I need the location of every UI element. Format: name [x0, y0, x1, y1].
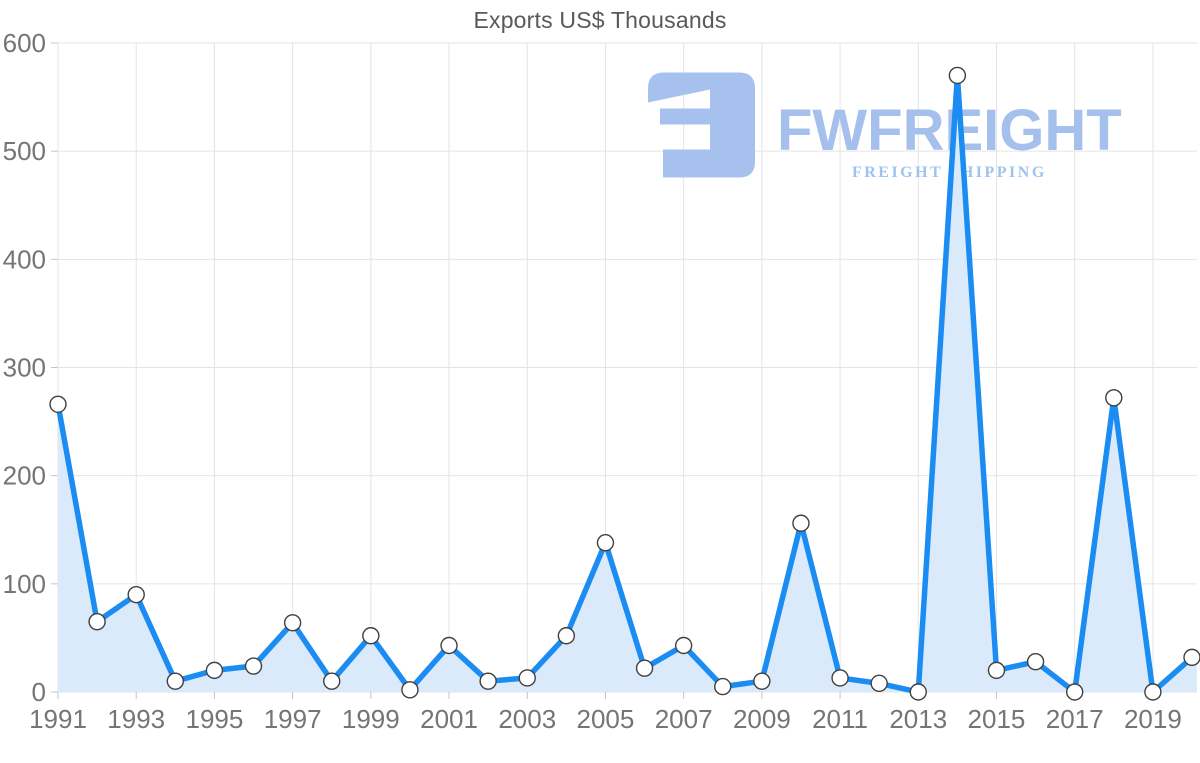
chart-title: Exports US$ Thousands: [473, 7, 727, 33]
data-point[interactable]: [1026, 653, 1045, 671]
x-axis-label: 2009: [733, 704, 791, 734]
data-point[interactable]: [557, 627, 576, 645]
y-axis-label: 200: [3, 461, 46, 491]
x-axis-label: 2007: [655, 704, 713, 734]
data-point[interactable]: [88, 612, 106, 631]
x-axis-label: 2017: [1046, 704, 1104, 734]
watermark-text-block: FWFREIGHT FREIGHT SHIPPING: [777, 68, 1122, 182]
data-point[interactable]: [596, 534, 615, 552]
data-point[interactable]: [909, 683, 927, 701]
x-axis-label: 2003: [498, 704, 556, 734]
data-point[interactable]: [479, 672, 497, 690]
data-point[interactable]: [753, 672, 771, 690]
x-axis-label: 2015: [968, 704, 1026, 734]
data-point[interactable]: [870, 674, 888, 693]
data-point[interactable]: [1144, 683, 1162, 701]
x-axis-label: 2019: [1124, 704, 1182, 734]
y-axis-label: 100: [3, 569, 46, 599]
data-point[interactable]: [1065, 683, 1084, 701]
x-axis-label: 2001: [420, 704, 478, 734]
y-axis-label: 0: [32, 677, 46, 707]
data-point[interactable]: [49, 395, 67, 413]
fwfreight-watermark: FWFREIGHT FREIGHT SHIPPING: [648, 68, 1122, 182]
data-point[interactable]: [987, 661, 1006, 680]
data-point[interactable]: [283, 614, 302, 632]
data-point[interactable]: [440, 636, 458, 655]
watermark-brand-text: FWFREIGHT: [777, 98, 1122, 163]
x-axis-label: 2005: [577, 704, 635, 734]
x-axis-label: 2011: [812, 704, 868, 734]
x-axis-label: 1991: [29, 704, 87, 734]
x-axis-label: 1997: [264, 704, 322, 734]
data-point[interactable]: [127, 585, 145, 604]
data-point[interactable]: [792, 514, 810, 532]
fwfreight-logo-glyph: [648, 72, 755, 178]
y-axis-label: 400: [3, 244, 46, 274]
data-point[interactable]: [831, 669, 849, 687]
data-point[interactable]: [635, 659, 654, 677]
x-axis-label: 1995: [185, 704, 243, 734]
data-point[interactable]: [166, 672, 185, 690]
data-point[interactable]: [674, 636, 693, 655]
data-point[interactable]: [362, 627, 380, 645]
data-point[interactable]: [518, 669, 536, 687]
x-axis-label: 2013: [889, 704, 947, 734]
x-axis-label: 1999: [342, 704, 400, 734]
watermark-tagline-text: FREIGHT SHIPPING: [851, 164, 1047, 181]
data-point[interactable]: [1183, 648, 1200, 667]
y-axis-label: 300: [3, 353, 46, 383]
y-axis-label: 500: [3, 136, 46, 166]
data-point[interactable]: [1105, 389, 1123, 407]
data-point[interactable]: [205, 661, 224, 680]
data-point[interactable]: [244, 657, 263, 675]
data-point[interactable]: [714, 677, 732, 696]
x-axis-label: 1993: [107, 704, 165, 734]
data-point[interactable]: [323, 672, 341, 690]
fwfreight-logo-icon: [648, 72, 755, 178]
data-point[interactable]: [401, 681, 419, 699]
